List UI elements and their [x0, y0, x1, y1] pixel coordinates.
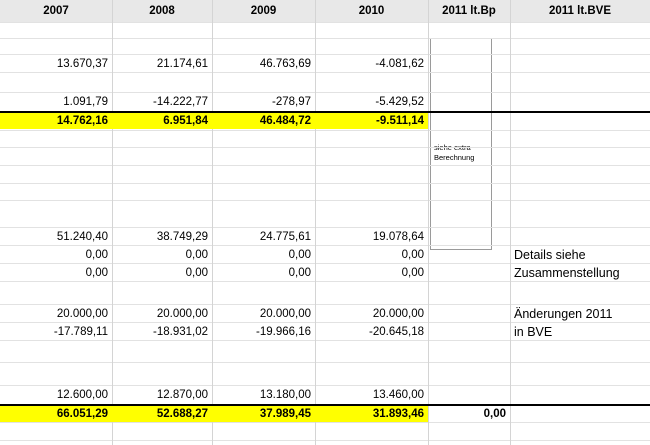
cell: 12.870,00: [156, 389, 208, 401]
cell: 31.893,46: [372, 408, 424, 420]
comment: Details siehe: [514, 248, 586, 262]
cell: 12.600,00: [56, 389, 108, 401]
grid-line: [0, 322, 650, 323]
cell: 13.180,00: [259, 389, 311, 401]
cell: 20.000,00: [372, 308, 424, 320]
grid-line: [0, 422, 650, 423]
cell: 0,00: [185, 267, 208, 279]
cell: 0,00: [483, 408, 506, 420]
grid-line: [0, 245, 650, 246]
cell: -9.511,14: [376, 115, 424, 127]
column-line: [112, 0, 113, 445]
grid-line: [0, 92, 650, 93]
grid-line: [0, 165, 650, 166]
grid-line: [0, 54, 650, 55]
column-header: 2011 lt.BVE: [548, 5, 611, 17]
cell: 46.763,69: [259, 58, 311, 70]
cell: 38.749,29: [156, 231, 208, 243]
grid-line: [0, 281, 650, 282]
cell: 0,00: [401, 249, 424, 261]
cell: 20.000,00: [56, 308, 108, 320]
cell: 0,00: [288, 249, 311, 261]
grid-line: [0, 263, 650, 264]
grid-line: [0, 72, 650, 73]
column-header: 2008: [149, 5, 175, 17]
cell: 13.670,37: [56, 58, 108, 70]
grid-line: [0, 362, 650, 363]
cell: 13.460,00: [372, 389, 424, 401]
cell: -20.645,18: [369, 326, 424, 338]
column-header: 2011 lt.Bp: [442, 5, 496, 17]
cell: -18.931,02: [153, 326, 208, 338]
cell: -17.789,11: [53, 326, 108, 338]
cell: 20.000,00: [156, 308, 208, 320]
cell: -278,97: [271, 96, 311, 108]
grid-line: [0, 340, 650, 341]
grid-line: [0, 440, 650, 441]
column-header: 2009: [250, 5, 277, 17]
column-line: [510, 0, 511, 445]
cell: 0,00: [85, 267, 108, 279]
column-line: [428, 0, 429, 445]
cell: 6.951,84: [163, 115, 208, 127]
separator: [0, 111, 650, 113]
grid-line: [0, 22, 650, 23]
note: siehe extra Berechnung: [434, 143, 475, 162]
cell: 1.091,79: [63, 96, 108, 108]
separator: [0, 404, 650, 406]
cell: 0,00: [185, 249, 208, 261]
column-header: 2010: [358, 5, 385, 17]
grid-line: [0, 385, 650, 386]
cell: 46.484,72: [259, 115, 311, 127]
cell: 14.762,16: [56, 115, 108, 127]
cell: 19.078,64: [372, 231, 424, 243]
cell: 24.775,61: [259, 231, 311, 243]
grid-line: [0, 130, 650, 131]
cell: 52.688,27: [156, 408, 208, 420]
cell: 0,00: [85, 249, 108, 261]
grid-line: [0, 227, 650, 228]
cell: 0,00: [401, 267, 424, 279]
grid-line: [0, 304, 650, 305]
header-bg: [0, 0, 650, 22]
grid-line: [0, 147, 650, 148]
cell: -4.081,62: [375, 58, 424, 70]
row-highlight: [0, 111, 428, 129]
grid-line: [0, 38, 650, 39]
cell: 20.000,00: [259, 308, 311, 320]
row-highlight: [0, 404, 428, 422]
grid-line: [0, 200, 650, 201]
comment: in BVE: [514, 325, 553, 339]
column-header: 2007: [43, 5, 69, 17]
cell: 21.174,61: [156, 58, 208, 70]
cell: 0,00: [288, 267, 311, 279]
column-line: [212, 0, 213, 445]
cell: -14.222,77: [153, 96, 208, 108]
cell: 66.051,29: [56, 408, 108, 420]
grid-line: [0, 183, 650, 184]
cell: 37.989,45: [259, 408, 311, 420]
cell: -19.966,16: [256, 326, 311, 338]
cell: -5.429,52: [375, 96, 424, 108]
column-line: [315, 0, 316, 445]
comment: Änderungen 2011: [514, 307, 613, 321]
cell: 51.240,40: [56, 231, 108, 243]
comment: Zusammenstellung: [514, 266, 620, 280]
